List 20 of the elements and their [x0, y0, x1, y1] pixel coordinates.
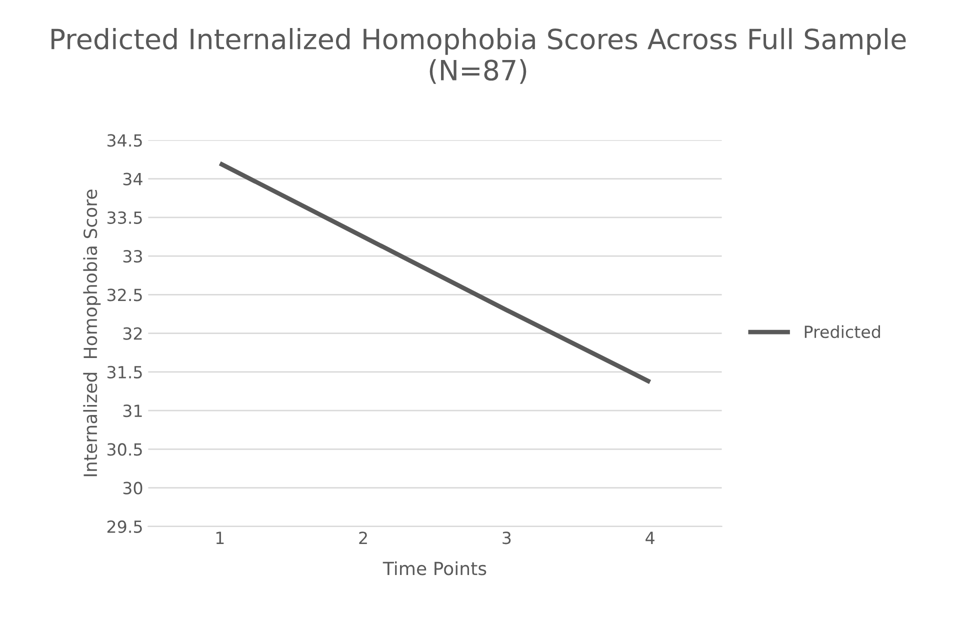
- x-tick-label: 2: [359, 532, 367, 544]
- legend-label: Predicted: [804, 325, 880, 338]
- y-tick-label: 30.5: [107, 443, 142, 456]
- y-tick-label: 34.5: [107, 134, 142, 147]
- chart-title: Predicted Internalized Homophobia Scores Across Full Sample (N=87): [52, 28, 906, 84]
- y-tick-label: 29.5: [107, 520, 142, 534]
- line-series: [218, 161, 652, 384]
- x-tick-label: 4: [646, 532, 654, 544]
- y-axis-title: Internalized Homophobia Score: [83, 190, 101, 476]
- y-tick-label: 34: [123, 172, 142, 186]
- y-tick-label: 32: [123, 327, 142, 340]
- y-tick-label: 33.5: [107, 211, 142, 224]
- x-tick-label: 3: [502, 532, 511, 544]
- y-tick-label: 31.5: [107, 366, 142, 378]
- y-tick-label: 32.5: [107, 288, 142, 302]
- x-axis-title: Time Points: [382, 561, 486, 576]
- x-tick-label: 1: [216, 532, 224, 544]
- y-tick-label: 30: [123, 482, 142, 494]
- y-tick-label: 31: [123, 404, 142, 418]
- y-tick-label: 33: [123, 250, 142, 263]
